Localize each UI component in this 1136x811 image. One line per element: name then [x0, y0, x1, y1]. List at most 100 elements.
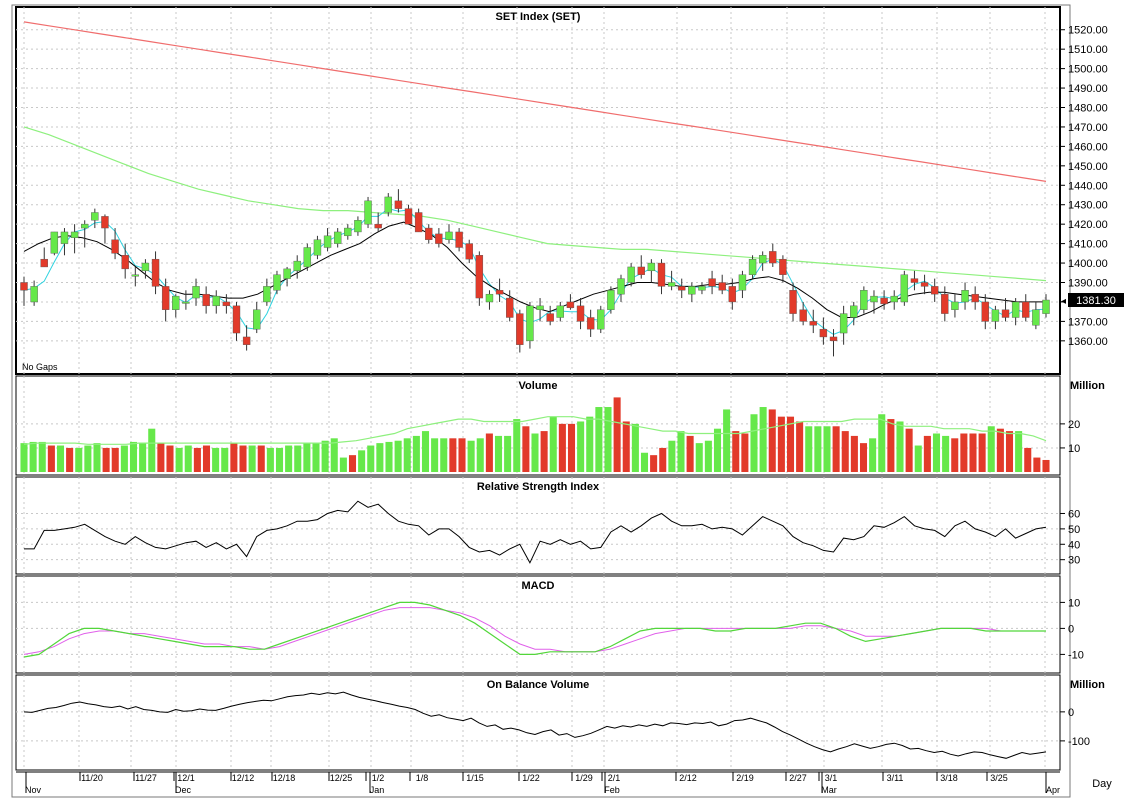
candle-body: [222, 301, 231, 307]
volume-bar: [1042, 459, 1050, 472]
candle-body: [141, 262, 150, 272]
candle-body: [586, 317, 595, 330]
volume-bar: [403, 438, 411, 472]
volume-bar: [330, 438, 338, 472]
volume-bar: [814, 426, 822, 472]
volume-bar: [275, 447, 284, 472]
candle-body: [961, 290, 969, 303]
candle-body: [900, 274, 909, 303]
x-date-label: 1/8: [416, 773, 429, 783]
volume-bar: [604, 407, 612, 472]
no-gaps-note: No Gaps: [22, 362, 58, 372]
x-date-label: 2/12: [679, 773, 697, 783]
candle-body: [941, 293, 949, 314]
candle-body: [242, 336, 251, 345]
candle-body: [981, 301, 989, 322]
volume-bar: [440, 438, 448, 472]
volume-bar: [221, 447, 229, 472]
candle-body: [870, 295, 878, 303]
candle-body: [445, 231, 453, 240]
volume-bar: [695, 443, 703, 472]
candle-body: [566, 301, 575, 308]
panel-frame: [15, 476, 1061, 575]
volume-bar: [786, 416, 795, 472]
volume-bar: [129, 441, 138, 472]
volume-bar: [120, 445, 128, 472]
volume-bar: [157, 443, 165, 472]
y-tick-label: 1440.00: [1068, 180, 1108, 192]
candle-body: [70, 231, 79, 238]
x-date-label: 11/20: [81, 773, 103, 783]
volume-bar: [869, 438, 877, 472]
volume-bar: [1024, 447, 1032, 472]
panel-title: Volume: [519, 380, 558, 392]
candle-body: [253, 309, 261, 330]
volume-bar: [741, 433, 749, 472]
volume-bar: [504, 435, 512, 472]
candle-body: [404, 208, 413, 225]
candle-body: [728, 286, 737, 303]
volume-bar: [942, 435, 950, 472]
x-date-label: 2/19: [736, 773, 754, 783]
y-tick-label: 1470.00: [1068, 122, 1108, 134]
y-tick-label: 1510.00: [1068, 44, 1108, 56]
candle-body: [273, 274, 281, 291]
volume-bar: [686, 435, 694, 472]
candle-body: [435, 233, 443, 244]
volume-bar: [513, 419, 521, 472]
x-month-label: Jan: [370, 785, 385, 795]
candle-body: [30, 286, 38, 303]
panel-title: SET Index (SET): [496, 11, 581, 23]
x-date-label: 12/12: [232, 773, 255, 783]
rsi-line: [24, 500, 1047, 564]
volume-bar: [348, 455, 357, 472]
x-date-label: 1/15: [466, 773, 484, 783]
volume-bar: [467, 440, 475, 472]
candle-body: [678, 286, 686, 291]
volume-bar: [47, 445, 55, 472]
volume-bar: [476, 438, 484, 472]
candle-body: [667, 282, 676, 287]
y-tick-label: 1370.00: [1068, 316, 1108, 328]
volume-bar: [376, 443, 384, 472]
volume-bar: [75, 447, 83, 472]
volume-bar: [796, 421, 804, 472]
volume-bar: [339, 457, 347, 472]
y-tick-label: 10: [1068, 443, 1080, 455]
y-tick-label: 1490.00: [1068, 83, 1108, 95]
volume-bar: [896, 421, 904, 472]
x-date-label: 12/25: [330, 773, 353, 783]
volume-bar: [412, 435, 420, 472]
candle-body: [81, 223, 89, 229]
candle-body: [323, 235, 332, 248]
x-date-label: 2/1: [608, 773, 621, 783]
volume-bar: [841, 431, 849, 472]
volume-bar: [631, 423, 639, 472]
candle-body: [1022, 301, 1030, 318]
volume-bar: [494, 435, 503, 472]
volume-bar: [367, 445, 375, 472]
candle-body: [425, 227, 433, 240]
panel-4: -100 0 Million On Balance Volume: [15, 674, 1105, 771]
candle-body: [748, 258, 757, 275]
panel-0: 1360.00 1370.00 1390.00 1400.00 1410.00 1420.…: [15, 6, 1124, 375]
volume-bar: [613, 397, 621, 472]
candle-body: [50, 231, 59, 254]
candle-body: [455, 231, 463, 248]
volume-bar: [38, 441, 46, 472]
macd-signal-line: [23, 607, 1046, 655]
candle-body: [161, 286, 170, 310]
volume-bar: [421, 431, 430, 472]
candle-body: [688, 286, 696, 295]
volume-bar: [522, 426, 530, 472]
volume-bar: [723, 409, 731, 472]
candle-body: [607, 290, 615, 310]
candle-body: [556, 305, 564, 318]
candle-body: [880, 297, 888, 305]
volume-bar: [111, 447, 119, 472]
y-tick-label: 10: [1068, 597, 1080, 609]
x-date-label: 3/25: [990, 773, 1008, 783]
panel-unit-label: Million: [1070, 679, 1105, 691]
volume-bar: [321, 440, 329, 472]
